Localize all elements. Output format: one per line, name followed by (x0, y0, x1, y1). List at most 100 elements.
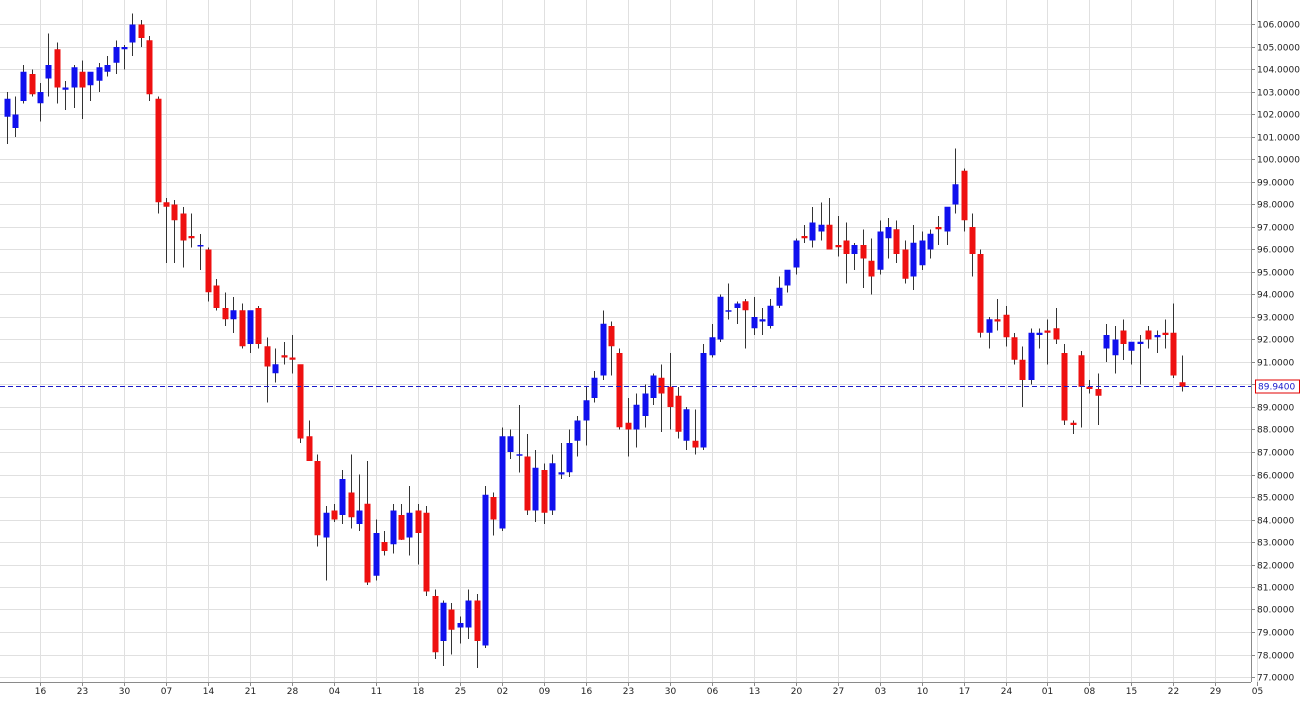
candle-body (801, 236, 808, 239)
candle-body (734, 303, 741, 308)
candle-body (213, 285, 220, 308)
candle (104, 56, 111, 77)
candle (893, 220, 900, 263)
candle (650, 373, 657, 405)
candle (927, 229, 934, 259)
candle (759, 308, 766, 335)
candle (994, 299, 1001, 331)
candle (20, 65, 27, 104)
candle-body (1028, 332, 1035, 380)
y-tick-label: 81.0000 (1257, 584, 1294, 594)
candle-body (809, 222, 816, 241)
candle (364, 461, 371, 585)
candle-body (96, 67, 103, 81)
candle (415, 503, 422, 565)
y-tick-label: 96.0000 (1257, 246, 1294, 256)
candle-body (600, 323, 607, 376)
candle (297, 364, 304, 443)
candle-body (440, 602, 447, 641)
candle-body (1044, 330, 1051, 333)
candle (314, 454, 321, 547)
candle (188, 213, 195, 248)
x-tick-label: 25 (455, 687, 466, 697)
candle-body (4, 98, 11, 117)
candle-body (339, 479, 346, 515)
candle (910, 224, 917, 290)
candle (356, 474, 363, 531)
candle-body (381, 542, 388, 551)
candle-body (163, 202, 170, 207)
x-tick-label: 27 (833, 687, 844, 697)
y-tick-label: 95.0000 (1257, 269, 1294, 279)
candle-body (314, 461, 321, 536)
candle-body (725, 310, 732, 312)
candle (272, 348, 279, 383)
x-tick-label: 30 (119, 687, 131, 697)
candle-body (868, 260, 875, 277)
x-tick-label: 10 (917, 687, 929, 697)
y-tick-label: 99.0000 (1257, 179, 1294, 189)
candle (373, 519, 380, 581)
y-tick-label: 102.0000 (1257, 111, 1300, 121)
candle (868, 238, 875, 295)
candle-body (457, 623, 464, 628)
candle (692, 409, 699, 455)
x-tick-label: 18 (413, 687, 425, 697)
candle-body (423, 512, 430, 592)
x-tick-label: 15 (1126, 687, 1137, 697)
candle-body (1162, 332, 1169, 335)
candle (1044, 319, 1051, 365)
candle-body (104, 65, 111, 72)
candle-body (448, 609, 455, 630)
candle (751, 296, 758, 335)
y-tick-label: 83.0000 (1257, 539, 1294, 549)
candle-body (700, 353, 707, 448)
candle-body (885, 227, 892, 239)
grid-layer (0, 0, 1258, 682)
candle-body (1036, 332, 1043, 335)
candle (381, 530, 388, 556)
candle-body (348, 492, 355, 518)
y-tick-label: 79.0000 (1257, 629, 1294, 639)
candle-body (742, 301, 749, 311)
y-tick-label: 80.0000 (1257, 606, 1294, 616)
x-tick-label: 20 (791, 687, 803, 697)
candle-body (977, 254, 984, 333)
candle-body (138, 24, 145, 38)
candle-body (306, 436, 313, 461)
candle-body (406, 512, 413, 538)
candle-body (390, 510, 397, 545)
candle (1103, 323, 1110, 362)
candle-body (272, 364, 279, 374)
candle-body (692, 440, 699, 448)
candle (4, 92, 11, 144)
x-tick-label: 04 (329, 687, 341, 697)
candle (1095, 373, 1102, 425)
candle (230, 296, 237, 333)
candle (507, 429, 514, 459)
y-tick-label: 88.0000 (1257, 426, 1294, 436)
x-tick-label: 28 (287, 687, 299, 697)
candle-body (877, 231, 884, 270)
candle (667, 353, 674, 430)
candle (146, 35, 153, 101)
candle-body (583, 400, 590, 421)
candle-body (121, 47, 128, 50)
candle-body (910, 242, 917, 277)
candle (465, 589, 472, 639)
candle-body (398, 515, 405, 540)
candle-body (851, 245, 858, 254)
candle-body (524, 456, 531, 511)
candle (583, 386, 590, 446)
candle (1003, 305, 1010, 347)
candle (339, 470, 346, 524)
candle (440, 600, 447, 666)
candle-body (71, 67, 78, 88)
x-tick-label: 17 (959, 687, 970, 697)
candle (457, 616, 464, 644)
candle (398, 503, 405, 540)
y-tick-label: 101.0000 (1257, 134, 1300, 144)
